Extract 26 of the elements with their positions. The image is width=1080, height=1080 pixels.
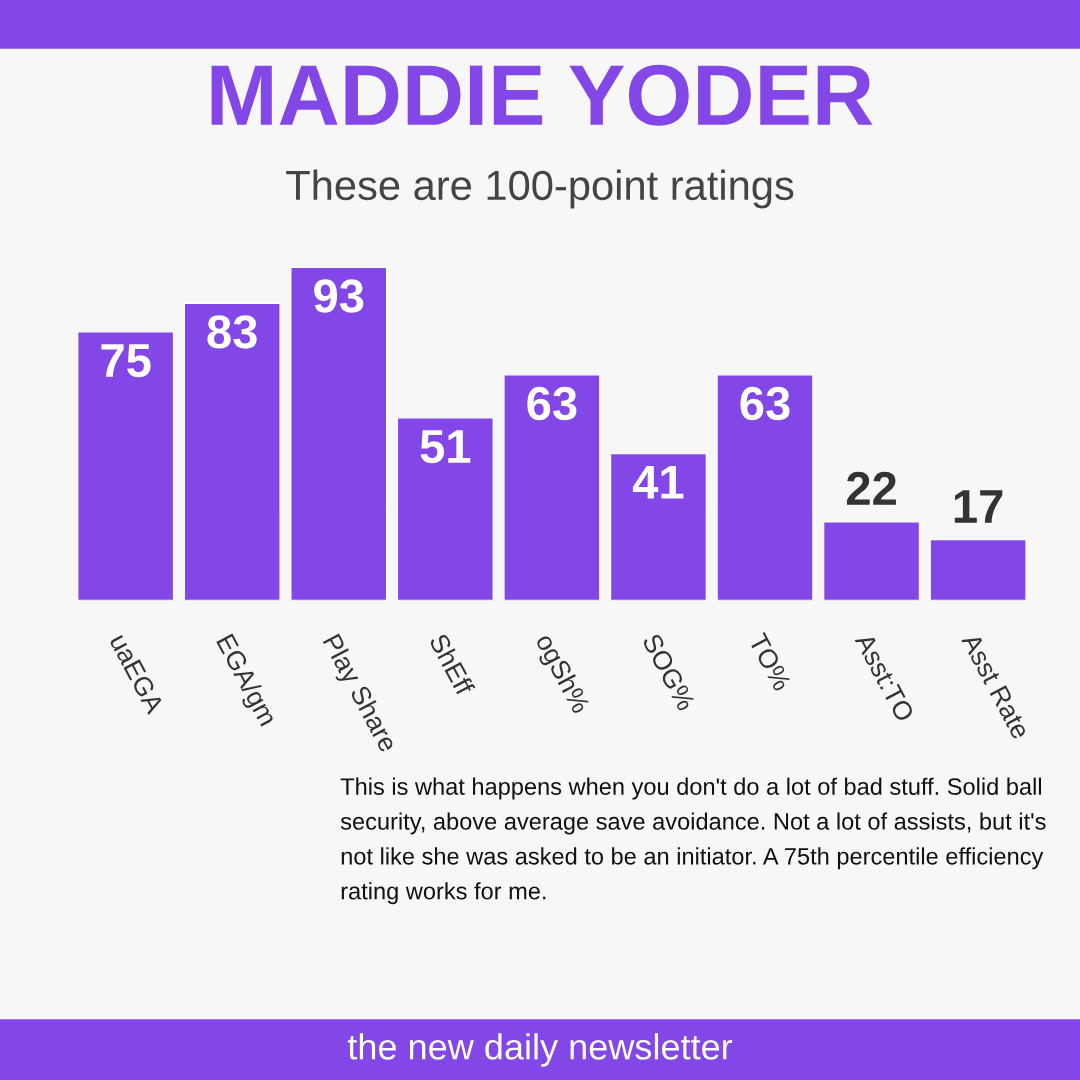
x-tick-label: Play Share: [318, 632, 399, 756]
data-label: 63: [527, 386, 577, 421]
data-label: 83: [207, 315, 257, 349]
data-label: 63: [740, 386, 790, 421]
x-tick-label: ShEff: [428, 632, 476, 697]
bar: [76, 331, 175, 601]
x-tick-label: TO%: [748, 631, 792, 692]
data-label: 93: [314, 279, 364, 313]
bar: [503, 374, 601, 601]
bar: [183, 302, 281, 601]
chart-subtitle: These are 100-point ratings: [286, 169, 794, 209]
data-label: 51: [420, 430, 471, 464]
bar: [929, 538, 1027, 601]
bar: [396, 417, 494, 601]
bar: [716, 374, 814, 601]
text: the new daily newsletter: [347, 1033, 733, 1067]
bar: [609, 452, 708, 601]
data-label: 22: [846, 471, 896, 505]
data-label: 17: [954, 490, 1003, 523]
x-tick-label: Asst Rate: [961, 631, 1031, 741]
data-label: 41: [632, 466, 684, 499]
data-label: 75: [101, 344, 151, 378]
text: This is what happens when you don't do a lot of bad stuff. Solid ball security, above average save avoidance. Not a lot of assists, but it's not like she was asked to be an initiator. A 75th percentile efficiency rating works for me.: [340, 777, 1046, 905]
bar: [290, 266, 388, 601]
bar: [822, 520, 921, 601]
chart-title: MADDIE YODER: [211, 64, 873, 126]
